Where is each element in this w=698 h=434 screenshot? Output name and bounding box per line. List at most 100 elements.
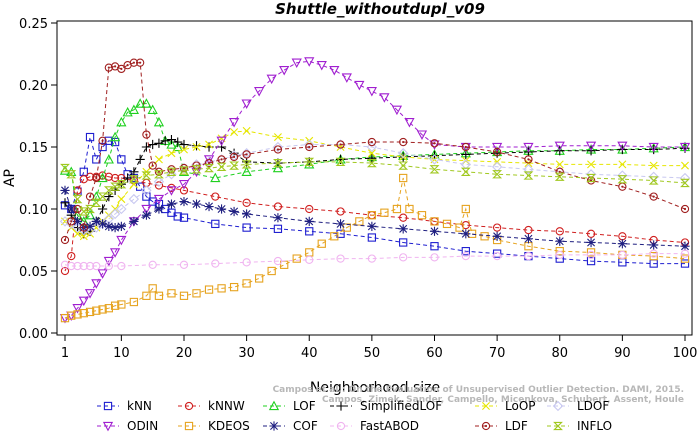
x-tick-label: 50: [364, 346, 381, 361]
legend-item-loop: LoOP: [475, 399, 536, 413]
data-point-kdeos: [110, 301, 120, 310]
data-point-ldf: [136, 58, 145, 67]
data-point-cof: [649, 240, 659, 250]
data-point-kdeos: [355, 217, 364, 226]
data-point-ldof: [460, 159, 471, 170]
data-point-ldf-ring: [242, 150, 251, 159]
data-point-kdeos: [192, 289, 201, 298]
data-point-loop: [192, 143, 201, 151]
data-point-odin: [341, 73, 352, 83]
data-point-lof: [128, 104, 140, 114]
data-point-kdeos: [680, 254, 690, 263]
data-point-fastabod: [92, 261, 101, 271]
data-point-knn: [492, 249, 502, 258]
data-point-cof: [273, 213, 283, 223]
data-point-knn: [399, 238, 408, 247]
data-point-cof: [229, 206, 239, 217]
data-point-ldof: [66, 218, 77, 230]
data-point-odin: [648, 142, 659, 153]
data-point-inflo: [191, 165, 202, 174]
data-point-kdeos: [649, 251, 658, 261]
data-point-lof: [103, 154, 114, 164]
data-point-ldof: [166, 169, 177, 180]
data-point-cof: [680, 241, 690, 251]
legend-marker-fastabod: [336, 421, 346, 431]
data-point-cof: [191, 199, 202, 209]
x-tick-label: 80: [551, 346, 568, 361]
data-point-fastabod: [367, 254, 377, 263]
data-point-fastabod: [117, 261, 126, 271]
data-point-ldf: [117, 64, 126, 74]
data-point-ldf: [273, 145, 283, 154]
data-point-ldf-dot: [621, 185, 624, 188]
series-line-inflo: [64, 161, 686, 213]
data-point-fastabod: [148, 260, 157, 269]
data-point-kdeos: [67, 311, 76, 320]
data-point-ldf-dot: [70, 220, 73, 223]
data-point-ldf-ring: [336, 140, 345, 149]
legend-marker-knnw: [184, 401, 194, 411]
data-point-loop: [167, 149, 176, 158]
data-point-odin: [391, 105, 403, 116]
data-point-knn: [586, 256, 596, 266]
legend-marker-odin: [102, 421, 114, 432]
data-point-knnw: [211, 192, 220, 201]
legend-item-simplifiedlof: SimplifiedLOF: [330, 399, 442, 413]
data-point-loop: [367, 149, 376, 158]
data-point-fastabod: [73, 261, 82, 271]
data-point-ldf-dot: [95, 176, 98, 180]
legend-marker-cof: [269, 421, 279, 431]
data-point-kdeos: [142, 291, 151, 300]
legend-marker-knn: [103, 401, 113, 411]
data-point-knnw: [305, 204, 314, 214]
data-point-cof: [555, 236, 565, 246]
data-point-ldf-ring: [148, 161, 157, 170]
x-tick-label: 10: [113, 346, 130, 361]
data-point-ldf: [430, 139, 439, 148]
data-point-odin: [354, 80, 365, 91]
data-point-ldof: [272, 141, 284, 153]
data-point-ldf-dot: [82, 226, 85, 229]
data-point-inflo: [166, 167, 177, 176]
legend-label-loop: LoOP: [505, 399, 536, 413]
data-point-odin: [72, 304, 83, 314]
data-point-fastabod: [555, 250, 564, 260]
legend-item-ldf: LDF: [475, 419, 528, 433]
data-point-loop: [79, 232, 88, 241]
data-point-kdeos: [242, 279, 251, 288]
data-point-ldf-dot: [182, 166, 186, 170]
data-point-ldf-ring: [367, 137, 377, 147]
data-point-kdeos: [98, 305, 107, 314]
data-point-inflo: [116, 180, 127, 189]
data-point-loop: [230, 128, 239, 137]
data-point-cof: [154, 204, 164, 214]
data-point-ldf-dot: [683, 207, 687, 211]
data-point-kdeos: [461, 204, 470, 214]
data-point-ldf-ring: [60, 235, 70, 245]
data-point-lof: [97, 172, 108, 183]
data-point-kdeos: [167, 289, 176, 298]
x-tick-label: 100: [673, 346, 698, 361]
data-point-ldf-dot: [76, 207, 79, 211]
data-point-odin: [279, 65, 290, 76]
data-point-ldof: [398, 148, 409, 159]
data-point-ldf-dot: [339, 143, 342, 146]
data-point-odin: [241, 99, 252, 109]
data-point-ldf-dot: [88, 195, 92, 198]
data-point-kdeos: [204, 285, 214, 294]
data-point-simplifiedlof: [97, 204, 108, 214]
data-point-knn: [305, 227, 314, 236]
data-point-ldf-ring: [167, 165, 176, 174]
data-point-kdeos: [317, 239, 326, 248]
data-point-kdeos: [104, 304, 113, 313]
data-point-ldf: [148, 161, 157, 170]
data-point-inflo: [554, 172, 565, 181]
data-point-cof: [97, 219, 108, 229]
data-point-knn: [211, 219, 220, 229]
data-point-fastabod: [179, 260, 189, 269]
data-point-odin: [141, 204, 152, 215]
data-point-cof: [398, 224, 408, 234]
data-point-ldf-dot: [132, 61, 135, 64]
legend-label-ldof: LDOF: [577, 399, 609, 413]
data-point-odin: [103, 256, 114, 267]
